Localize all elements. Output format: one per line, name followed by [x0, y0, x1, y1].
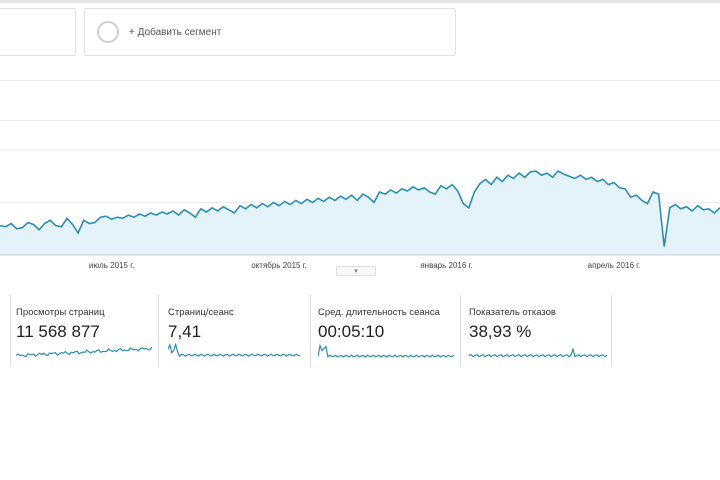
sparkline-pageviews: [16, 346, 152, 358]
sparkline-path: [16, 346, 152, 358]
x-tick-label: июль 2015 г.: [89, 261, 135, 270]
metric-label: Страниц/сеанс: [168, 307, 234, 318]
metric-bounce-rate[interactable]: Показатель отказов 38,93 %: [463, 295, 611, 367]
divider: [0, 80, 720, 81]
metrics-row: Просмотры страниц 11 568 877 Страниц/сеа…: [0, 295, 720, 367]
metric-pages-per-session[interactable]: Страниц/сеанс 7,41: [162, 295, 310, 367]
metric-value: 38,93 %: [469, 322, 532, 341]
sparkline-path: [168, 342, 300, 357]
metric-separator: [310, 295, 311, 367]
metric-label: Показатель отказов: [469, 307, 556, 318]
segment-card-all-users[interactable]: [0, 8, 76, 56]
chevron-down-icon: ▾: [354, 268, 358, 275]
sparkline-path: [469, 347, 607, 358]
sparkline-avg-session-duration: [318, 343, 454, 359]
x-tick-label: апрель 2016 г.: [588, 261, 641, 270]
divider: [0, 120, 720, 121]
x-tick-label: январь 2016 г.: [420, 261, 472, 270]
sparkline-bounce-rate: [469, 347, 607, 358]
metric-value: 7,41: [168, 322, 202, 341]
metric-value: 11 568 877: [16, 322, 100, 341]
sessions-chart[interactable]: июль 2015 г. октябрь 2015 г. январь 2016 г…: [0, 140, 720, 275]
metric-separator: [460, 295, 461, 367]
sparkline-pages-per-session: [168, 342, 300, 357]
segment-circle-icon: [97, 21, 119, 43]
metric-label: Сред. длительность сеанса: [318, 307, 440, 318]
metric-separator: [611, 295, 612, 367]
metric-label: Просмотры страниц: [16, 307, 105, 318]
top-strip: [0, 0, 720, 3]
metric-value: 00:05:10: [318, 322, 385, 341]
metric-pageviews[interactable]: Просмотры страниц 11 568 877: [10, 295, 158, 367]
metric-separator: [158, 295, 159, 367]
sparkline-path: [318, 343, 454, 359]
chart-expander[interactable]: ▾: [336, 266, 376, 276]
metric-separator: [10, 295, 11, 367]
add-segment-label: + Добавить сегмент: [129, 26, 222, 38]
add-segment-button[interactable]: + Добавить сегмент: [84, 8, 456, 56]
chart-area: [0, 171, 720, 255]
x-tick-label: октябрь 2015 г.: [251, 261, 307, 270]
chart-series-line: [0, 169, 720, 247]
metric-avg-session-duration[interactable]: Сред. длительность сеанса 00:05:10: [312, 295, 460, 367]
